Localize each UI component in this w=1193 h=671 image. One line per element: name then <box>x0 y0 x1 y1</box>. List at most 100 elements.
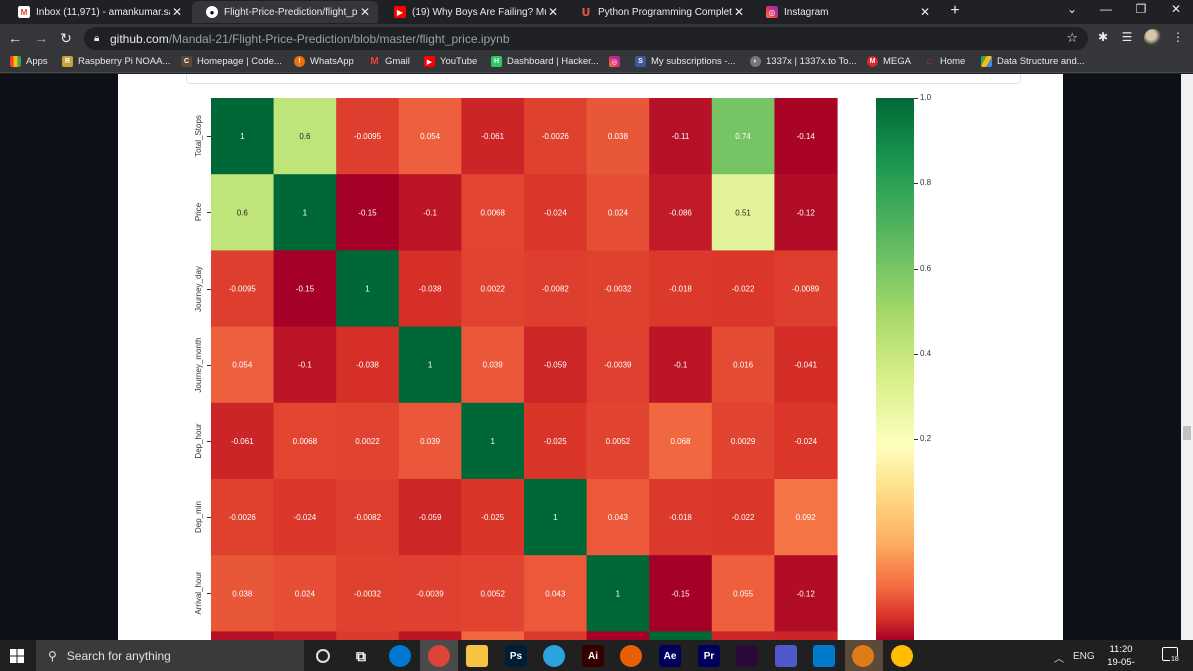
after-effects-icon[interactable]: Ae <box>659 645 681 667</box>
heatmap-cell <box>649 98 713 175</box>
maximize-button[interactable]: ❐ <box>1135 2 1147 16</box>
heatmap-cell <box>586 174 650 251</box>
photoshop-icon[interactable]: Ps <box>505 645 527 667</box>
heatmap-cell <box>336 402 400 480</box>
heatmap-cell <box>398 250 462 328</box>
heatmap-cell <box>211 631 275 640</box>
bookmark-home[interactable]: ⌂ Home <box>924 56 965 67</box>
raspberry-icon: R <box>62 56 73 67</box>
bookmark-apps[interactable]: Apps <box>10 56 48 67</box>
heatmap-cell-label: 0.6 <box>299 132 311 141</box>
obs-icon[interactable] <box>852 645 874 667</box>
task-view-icon[interactable]: ⧉ <box>350 645 372 667</box>
heatmap-cell <box>461 479 525 556</box>
heatmap-cell-label: -0.0095 <box>354 132 382 141</box>
firefox-icon[interactable] <box>620 645 642 667</box>
gmail-icon: M <box>18 6 30 18</box>
forward-button[interactable]: → <box>34 30 48 46</box>
back-button[interactable]: ← <box>8 30 22 46</box>
tab-search-icon[interactable]: ⌄ <box>1066 2 1078 16</box>
taskbar-search[interactable]: ⚲ Search for anything <box>36 640 304 671</box>
scrollbar[interactable] <box>1181 74 1193 640</box>
heatmap-cell <box>649 402 713 480</box>
bookmark-whatsapp[interactable]: ! WhatsApp <box>294 56 354 67</box>
bookmark-youtube[interactable]: ▶ YouTube <box>424 56 477 67</box>
mega-icon: M <box>867 56 878 67</box>
heatmap-cell-label: -0.1 <box>298 361 312 370</box>
telegram-icon[interactable] <box>543 645 565 667</box>
cortana-icon[interactable] <box>316 649 330 663</box>
tab-udemy[interactable]: ꓴ Python Programming Complete ✕ <box>566 1 752 23</box>
heatmap-cell <box>211 555 275 632</box>
close-icon[interactable]: ✕ <box>171 5 183 19</box>
tab-github[interactable]: ● Flight-Price-Prediction/flight_pri ✕ <box>192 1 378 23</box>
heatmap-cell-label: 1 <box>365 285 370 294</box>
heatmap-cell-label: -0.0039 <box>604 361 632 370</box>
teams-icon[interactable] <box>775 645 797 667</box>
extensions-icon[interactable]: ✱ <box>1097 30 1109 44</box>
bookmark-instagram[interactable]: ◎ <box>609 56 625 67</box>
heatmap-cell <box>211 250 275 328</box>
tab-instagram[interactable]: ◎ Instagram ✕ <box>752 1 938 23</box>
bookmark-subscriptions[interactable]: S My subscriptions -... <box>635 56 735 67</box>
heatmap-cell <box>649 250 713 328</box>
bookmark-gmail[interactable]: M Gmail <box>369 56 409 67</box>
heatmap-cell-label: -0.086 <box>669 208 692 217</box>
heatmap-cell-label: -0.038 <box>419 285 442 294</box>
tray-chevron-icon[interactable]: ︿ <box>1054 654 1064 665</box>
bookmark-codechef[interactable]: C Homepage | Code... <box>181 56 282 67</box>
reload-button[interactable]: ↻ <box>60 30 72 46</box>
heatmap-cell-label: 0.039 <box>483 361 504 370</box>
language-indicator[interactable]: ENG <box>1073 651 1095 662</box>
heatmap-cell-label: -0.061 <box>231 437 254 446</box>
edge-icon[interactable] <box>389 645 411 667</box>
tab-title: Python Programming Complete <box>598 6 732 18</box>
minimize-button[interactable]: — <box>1100 2 1112 16</box>
chrome-canary-icon[interactable] <box>891 645 913 667</box>
heatmap-cell <box>711 250 775 328</box>
premiere-icon[interactable]: Pr <box>698 645 720 667</box>
clock[interactable]: 11:20 19-05-2021 <box>1100 643 1142 671</box>
close-window-button[interactable]: ✕ <box>1170 2 1182 16</box>
heatmap-cell <box>774 250 838 328</box>
file-explorer-icon[interactable] <box>466 645 488 667</box>
menu-icon[interactable]: ⋮ <box>1172 30 1184 44</box>
heatmap-row-tick <box>207 593 211 595</box>
heatmap-cell <box>336 479 400 556</box>
close-icon[interactable]: ✕ <box>919 5 931 19</box>
bookmark-1337x[interactable]: ◐ 1337x | 1337x.to To... <box>750 56 857 67</box>
avatar[interactable] <box>1144 29 1162 47</box>
bookmark-hackerrank[interactable]: H Dashboard | Hacker... <box>491 56 599 67</box>
illustrator-icon[interactable]: Ai <box>582 645 604 667</box>
media-encoder-icon[interactable] <box>736 645 758 667</box>
bookmark-raspberry[interactable]: R Raspberry Pi NOAA... <box>62 56 170 67</box>
address-bar[interactable]: 🔒︎ github.com/Mandal-21/Flight-Price-Pre… <box>84 27 1088 50</box>
heatmap-row-tick <box>207 517 211 519</box>
tab-youtube[interactable]: ▶ (19) Why Boys Are Failing? Must ✕ <box>380 1 566 23</box>
bookmark-mega[interactable]: M MEGA <box>867 56 911 67</box>
scrollbar-thumb[interactable] <box>1183 426 1191 440</box>
close-icon[interactable]: ✕ <box>547 5 559 19</box>
new-tab-button[interactable]: + <box>950 2 960 19</box>
heatmap-cell <box>774 98 838 175</box>
chrome-icon[interactable] <box>428 645 450 667</box>
tab-gmail[interactable]: M Inbox (11,971) - amankumar.sah ✕ <box>4 1 190 23</box>
heatmap-cell <box>524 555 588 632</box>
heatmap-cell <box>461 402 525 480</box>
heatmap-row-label: Dep_min <box>194 501 203 534</box>
url-host: github.com <box>110 31 169 46</box>
windows-start-icon[interactable] <box>10 649 24 663</box>
heatmap-cell <box>398 174 462 251</box>
youtube-icon: ▶ <box>394 6 406 18</box>
heatmap-cell <box>711 402 775 480</box>
close-icon[interactable]: ✕ <box>359 5 371 19</box>
reading-list-icon[interactable]: ☰ <box>1121 30 1133 44</box>
bookmark-drive[interactable]: Data Structure and... <box>981 56 1085 67</box>
clock-time: 11:20 <box>1109 644 1133 655</box>
codechef-icon: C <box>181 56 192 67</box>
heatmap-cell-label: 0.024 <box>608 208 629 217</box>
vscode-icon[interactable] <box>813 645 835 667</box>
close-icon[interactable]: ✕ <box>733 5 745 19</box>
heatmap-cell-label: 0.0052 <box>606 437 631 446</box>
bookmark-star-icon[interactable]: ☆ <box>1066 30 1078 45</box>
